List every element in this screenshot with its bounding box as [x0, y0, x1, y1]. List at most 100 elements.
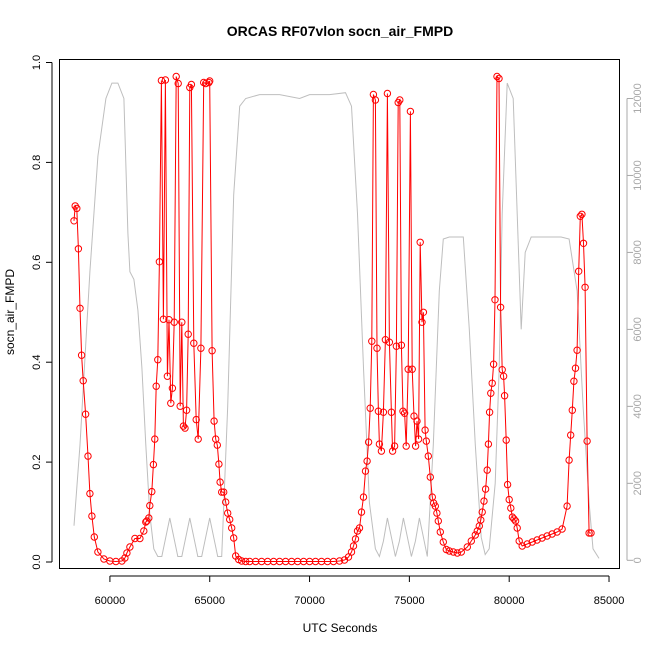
- data-point: [400, 409, 409, 417]
- data-point: [585, 529, 593, 537]
- data-point: [543, 532, 551, 540]
- y-tick-label: 0.8: [31, 155, 43, 170]
- data-point: [471, 531, 479, 539]
- data-point: [364, 438, 373, 446]
- data-point: [488, 379, 496, 387]
- data-point: [226, 515, 234, 524]
- data-point: [140, 527, 148, 535]
- data-point: [502, 436, 510, 444]
- data-point: [500, 392, 509, 400]
- data-point: [457, 548, 465, 556]
- data-point: [379, 408, 388, 416]
- y-tick-label: 0.0: [31, 554, 43, 569]
- data-point: [392, 342, 401, 350]
- data-point: [397, 341, 406, 349]
- data-point: [499, 372, 508, 380]
- data-point: [377, 447, 386, 455]
- data-point: [208, 347, 216, 355]
- data-point: [148, 487, 156, 496]
- data-point: [152, 382, 160, 390]
- data-point: [238, 557, 246, 565]
- data-point: [385, 338, 394, 346]
- x-tick-label: 85000: [594, 595, 625, 607]
- chart-title: ORCAS RF07vlon socn_air_FMPD: [227, 23, 453, 39]
- data-point: [154, 356, 162, 364]
- data-point: [190, 339, 198, 347]
- x-tick-label: 75000: [394, 595, 425, 607]
- data-point: [453, 549, 461, 557]
- data-point: [426, 473, 434, 481]
- data-point: [76, 304, 84, 312]
- data-point: [422, 437, 430, 445]
- data-point: [192, 415, 200, 424]
- data-point: [79, 377, 87, 385]
- main-series-layer: [70, 72, 595, 566]
- y2-tick-label: 10000: [632, 160, 644, 191]
- data-point: [136, 534, 144, 543]
- y2-tick-label: 12000: [632, 83, 644, 114]
- data-point: [477, 516, 485, 524]
- x-tick-label: 70000: [294, 595, 325, 607]
- y2-tick-label: 0: [632, 557, 644, 563]
- data-point: [567, 431, 575, 439]
- data-point: [487, 389, 495, 397]
- data-point: [121, 554, 129, 562]
- data-point: [416, 238, 424, 247]
- data-point: [413, 417, 421, 425]
- data-point: [576, 212, 584, 221]
- data-point: [381, 336, 390, 344]
- data-point: [571, 364, 580, 372]
- data-point: [90, 533, 99, 541]
- data-point: [449, 548, 457, 556]
- data-point: [523, 540, 531, 548]
- data-point: [70, 217, 78, 225]
- data-point: [172, 72, 180, 81]
- x-tick-label: 80000: [494, 595, 525, 607]
- data-point: [390, 442, 399, 450]
- data-point: [421, 426, 429, 434]
- data-point: [363, 457, 371, 465]
- data-point: [73, 204, 81, 213]
- y-tick-label: 0.6: [31, 255, 43, 270]
- data-point: [220, 488, 228, 496]
- data-point: [528, 538, 536, 546]
- data-point: [568, 406, 576, 414]
- data-point: [485, 408, 494, 416]
- data-point: [478, 508, 486, 516]
- y-axis-label: socn_air_FMPD: [3, 269, 17, 355]
- data-point: [375, 440, 384, 448]
- data-point: [178, 318, 186, 326]
- data-point: [579, 239, 588, 248]
- data-point: [359, 493, 368, 501]
- data-point: [149, 460, 158, 469]
- data-point: [445, 547, 453, 555]
- data-point: [159, 315, 168, 323]
- x-tick-label: 60000: [95, 595, 126, 607]
- data-point: [371, 96, 380, 104]
- data-point: [396, 96, 404, 104]
- data-point: [431, 502, 439, 510]
- data-point: [151, 435, 159, 443]
- data-point: [224, 509, 232, 517]
- data-point: [414, 435, 423, 443]
- data-point: [216, 478, 224, 486]
- data-point: [575, 267, 583, 275]
- data-point: [361, 467, 370, 475]
- secondary-series-layer: [73, 82, 600, 559]
- data-point: [578, 210, 586, 219]
- data-point: [558, 525, 566, 533]
- data-point: [94, 548, 102, 556]
- x-tick-label: 65000: [194, 595, 225, 607]
- y-tick-label: 1.0: [31, 55, 43, 70]
- data-point: [145, 514, 153, 522]
- data-point: [182, 406, 191, 414]
- data-point: [84, 452, 92, 460]
- data-point: [581, 283, 589, 291]
- data-point: [587, 529, 595, 537]
- data-point: [81, 410, 90, 418]
- data-point: [513, 524, 521, 532]
- data-point: [463, 543, 471, 551]
- data-point: [167, 399, 175, 407]
- data-point: [387, 408, 396, 416]
- data-point: [408, 365, 416, 373]
